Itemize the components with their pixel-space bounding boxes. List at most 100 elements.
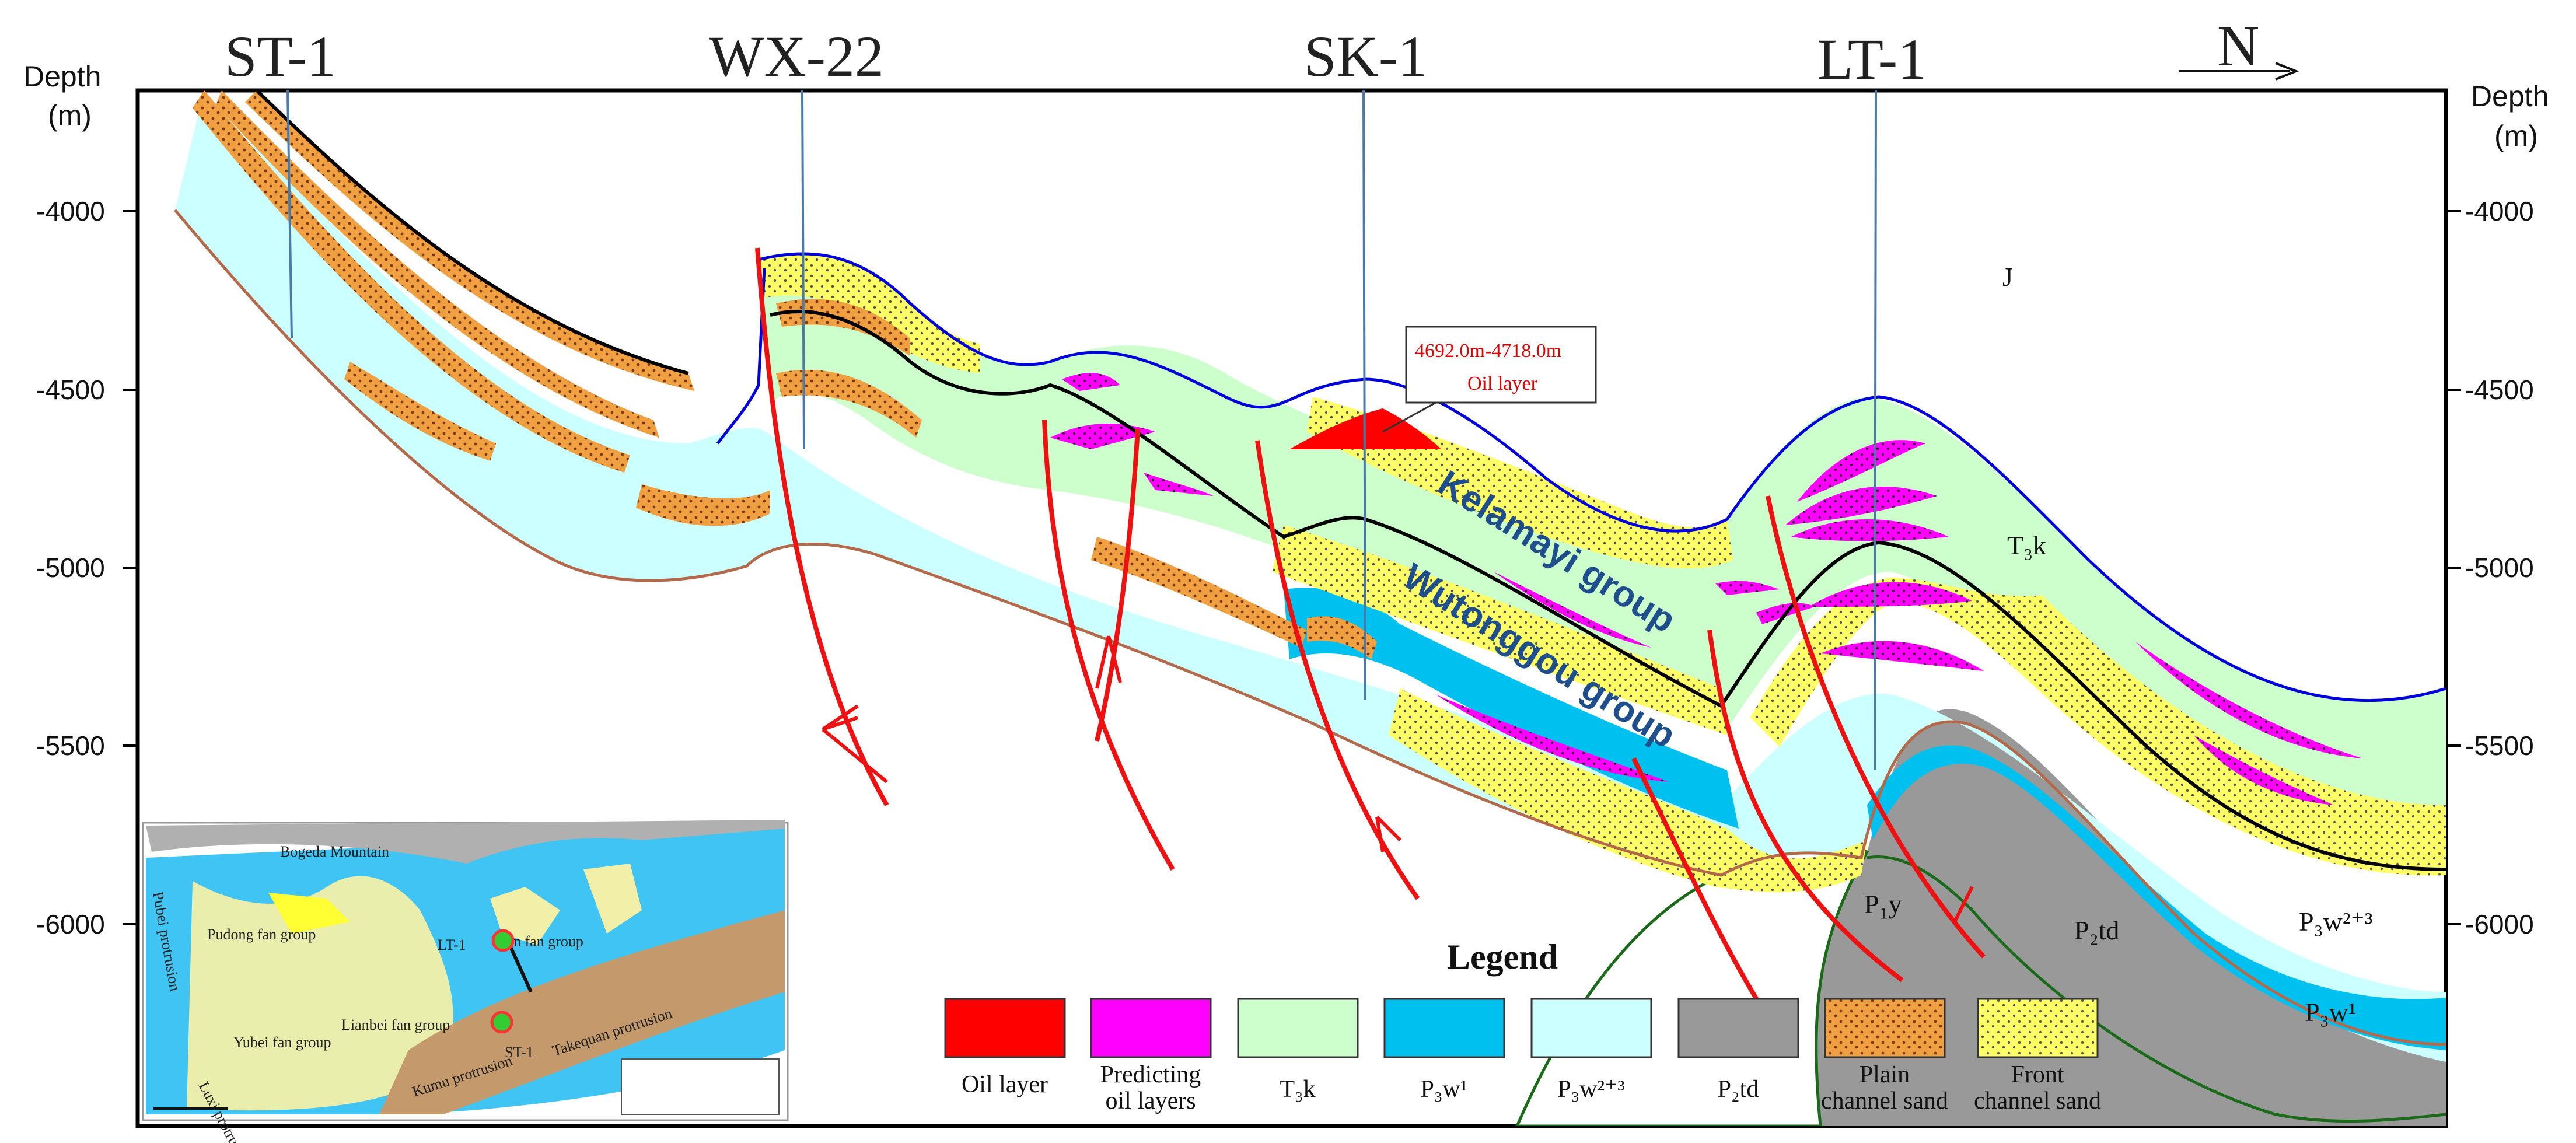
plain-sand-1 (193, 90, 630, 473)
fault-3 (1095, 428, 1140, 742)
unit-label-p3w1: P₃w¹ (2305, 997, 2357, 1027)
fault-1-arrow (822, 704, 888, 784)
tick-right-5500: -5500 (2465, 730, 2534, 761)
legend-label-p2td: P₂td (1718, 1076, 1759, 1103)
well-label-wx22: WX-22 (709, 24, 884, 89)
fault-7 (1766, 495, 1986, 959)
pred-oil-10 (1820, 641, 1984, 671)
oil-callout-interval: 4692.0m-4718.0m (1415, 340, 1561, 362)
p3w1-band (1867, 745, 2446, 1050)
tick-left-5000: -5000 (36, 553, 105, 583)
tick-left-4500: -4500 (36, 375, 105, 405)
legend-label-p3w1: P₃w¹ (1421, 1076, 1468, 1103)
inset-pudong: Pudong fan group (207, 926, 316, 943)
inset-lianbei: Lianbei fan group (341, 1016, 450, 1033)
pred-oil-5 (1785, 487, 1937, 525)
legend-label-predicting-1: Predicting (1100, 1061, 1201, 1088)
pred-oil-3 (1144, 473, 1214, 496)
tick-right-5000: -5000 (2465, 553, 2534, 583)
pred-oil-2 (1050, 424, 1155, 449)
oil-callout-type: Oil layer (1467, 373, 1538, 394)
unit-label-t3k: T₃k (2007, 530, 2046, 560)
tick-right-4500: -4500 (2465, 375, 2534, 405)
legend-swatch-predicting (1090, 998, 1212, 1058)
well-wx22 (801, 90, 805, 450)
black-horizon-1 (255, 90, 689, 375)
legend-title: Legend (1447, 938, 1558, 976)
legend-label-front-2: channel sand (1974, 1088, 2101, 1114)
base-horizon-green (1867, 855, 2446, 1123)
fault-6 (1707, 630, 1904, 983)
legend-label-p3w23: P₃w²⁺³ (1557, 1076, 1625, 1103)
legend-swatch-oil (944, 998, 1066, 1058)
depth-ticks-right: -4000 -4500 -5000 -5500 -6000 (2446, 196, 2534, 939)
plain-sand-4 (344, 362, 496, 461)
legend-label-plain-1: Plain (1860, 1061, 1910, 1088)
inset-yubei: Yubei fan group (233, 1034, 331, 1051)
legend-label-t3k: T₃k (1280, 1076, 1315, 1103)
depth-title-left: Depth (23, 60, 101, 93)
legend-swatch-front-sand (1977, 998, 2099, 1058)
p2td-body (1790, 709, 2446, 1126)
fault-7-arrow (1953, 886, 1974, 923)
pred-oil-6 (1791, 519, 1949, 541)
front-sand-3 (1272, 525, 1727, 735)
depth-ticks-left: -4000 -4500 -5000 -5500 -6000 (36, 196, 138, 939)
well-label-sk1: SK-1 (1304, 24, 1427, 89)
unit-label-p1y: P₁y (1864, 889, 1902, 919)
tick-right-4000: -4000 (2465, 196, 2534, 226)
fault-5 (1631, 757, 1776, 1029)
black-horizon-2 (770, 310, 2446, 871)
inset-north-fan: n fan group (513, 933, 583, 950)
oil-callout-box (1405, 326, 1597, 404)
p3w23-band (175, 90, 2446, 1062)
well-label-lt1: LT-1 (1817, 27, 1927, 92)
base-horizon-brown (174, 209, 2446, 1046)
pred-oil-9 (1809, 582, 1972, 607)
inset-st1: ST-1 (505, 1044, 534, 1061)
front-sand-4 (1750, 578, 2446, 876)
legend-swatch-p3w23 (1530, 998, 1652, 1058)
legend-label-oil: Oil layer (962, 1071, 1048, 1098)
well-label-st1: ST-1 (225, 24, 336, 89)
fault-2 (1042, 420, 1175, 871)
tick-left-4000: -4000 (36, 196, 105, 226)
oil-callout-leader (1382, 399, 1442, 433)
legend-label-front-1: Front (2011, 1061, 2064, 1088)
well-sk1 (1362, 90, 1366, 701)
inset-map: Bogeda Mountain Pudong fan group Lianbei… (142, 820, 789, 1143)
legend-swatch-p3w1 (1383, 998, 1505, 1058)
legend-swatch-p2td (1677, 998, 1799, 1058)
plain-sand-7 (776, 369, 922, 438)
depth-unit-left: (m) (48, 99, 92, 132)
fault-1 (755, 247, 889, 806)
fault-4-arrow (1375, 815, 1402, 852)
top-horizon-left (716, 268, 766, 445)
tick-right-6000: -6000 (2465, 909, 2534, 939)
unit-label-j: J (2002, 262, 2013, 292)
t3k-body (759, 253, 2446, 871)
pred-oil-4 (1797, 440, 1925, 502)
depth-title-right: Depth (2471, 80, 2549, 113)
inset-bogeda: Bogeda Mountain (280, 843, 389, 860)
plain-sand-9 (1307, 616, 1377, 659)
legend-swatch-plain-sand (1824, 998, 1946, 1058)
north-label: N (2217, 13, 2259, 78)
plain-sand-8 (1091, 537, 1307, 648)
legend-swatch-t3k (1237, 998, 1359, 1058)
tick-left-5500: -5500 (36, 730, 105, 761)
inset-legend-box (621, 1058, 780, 1115)
front-sand-5 (1389, 688, 1867, 892)
plain-sand-5 (636, 484, 770, 526)
tick-left-6000: -6000 (36, 909, 105, 939)
pred-oil-1 (1062, 373, 1120, 391)
top-horizon-blue (758, 252, 2446, 702)
legend-label-plain-2: channel sand (1821, 1088, 1948, 1114)
legend-label-predicting-2: oil layers (1105, 1088, 1196, 1114)
geologic-section (174, 90, 2446, 1126)
legend: Legend Oil layer Predicting oil layers T… (944, 938, 2101, 1114)
unit-label-p2td: P₂td (2074, 915, 2119, 945)
depth-unit-right: (m) (2494, 120, 2538, 152)
unit-label-p3w23: P₃w²⁺³ (2299, 907, 2373, 936)
